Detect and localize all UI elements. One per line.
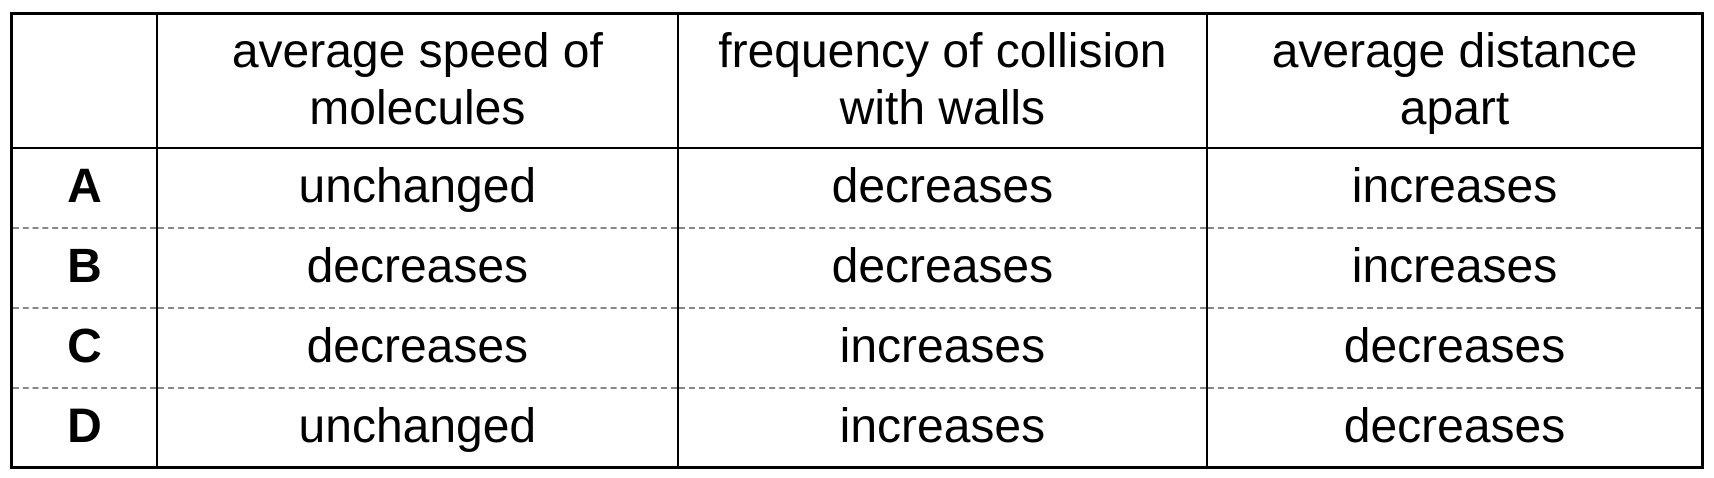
cell-d-collision-frequency: increases xyxy=(676,386,1208,468)
cell-b-average-speed: decreases xyxy=(155,226,678,308)
column-header-collision-frequency: frequency of collision with walls xyxy=(676,13,1208,149)
column-header-average-speed: average speed of molecules xyxy=(155,13,678,149)
cell-b-collision-frequency: decreases xyxy=(676,226,1208,308)
table-row-a: A unchanged decreases increases xyxy=(12,147,1703,228)
option-label-a: A xyxy=(67,160,102,214)
table-header-row: average speed of molecules frequency of … xyxy=(11,13,1703,149)
corner-cell xyxy=(11,13,157,149)
cell-d-average-distance: decreases xyxy=(1206,386,1703,468)
options-table: average speed of molecules frequency of … xyxy=(10,12,1704,469)
cell-a-collision-frequency: decreases xyxy=(676,147,1208,228)
cell-d-average-speed: unchanged xyxy=(155,386,678,468)
column-header-average-distance: average distance apart xyxy=(1206,13,1703,149)
cell-c-average-speed: decreases xyxy=(155,306,678,388)
table-row-d: D unchanged increases decreases xyxy=(11,386,1703,468)
cell-c-average-distance: decreases xyxy=(1206,306,1703,388)
table-row-c: C decreases increases decreases xyxy=(11,306,1703,388)
cell-c-collision-frequency: increases xyxy=(676,306,1208,388)
option-label-c: C xyxy=(11,306,157,388)
option-label-b: B xyxy=(11,226,157,308)
option-label-d: D xyxy=(11,386,157,468)
cell-a-average-distance: increases xyxy=(1206,147,1703,228)
table-row-b: B decreases decreases increases xyxy=(11,226,1703,308)
cell-b-average-distance: increases xyxy=(1206,226,1703,308)
cell-a-average-speed: unchanged xyxy=(155,147,678,228)
